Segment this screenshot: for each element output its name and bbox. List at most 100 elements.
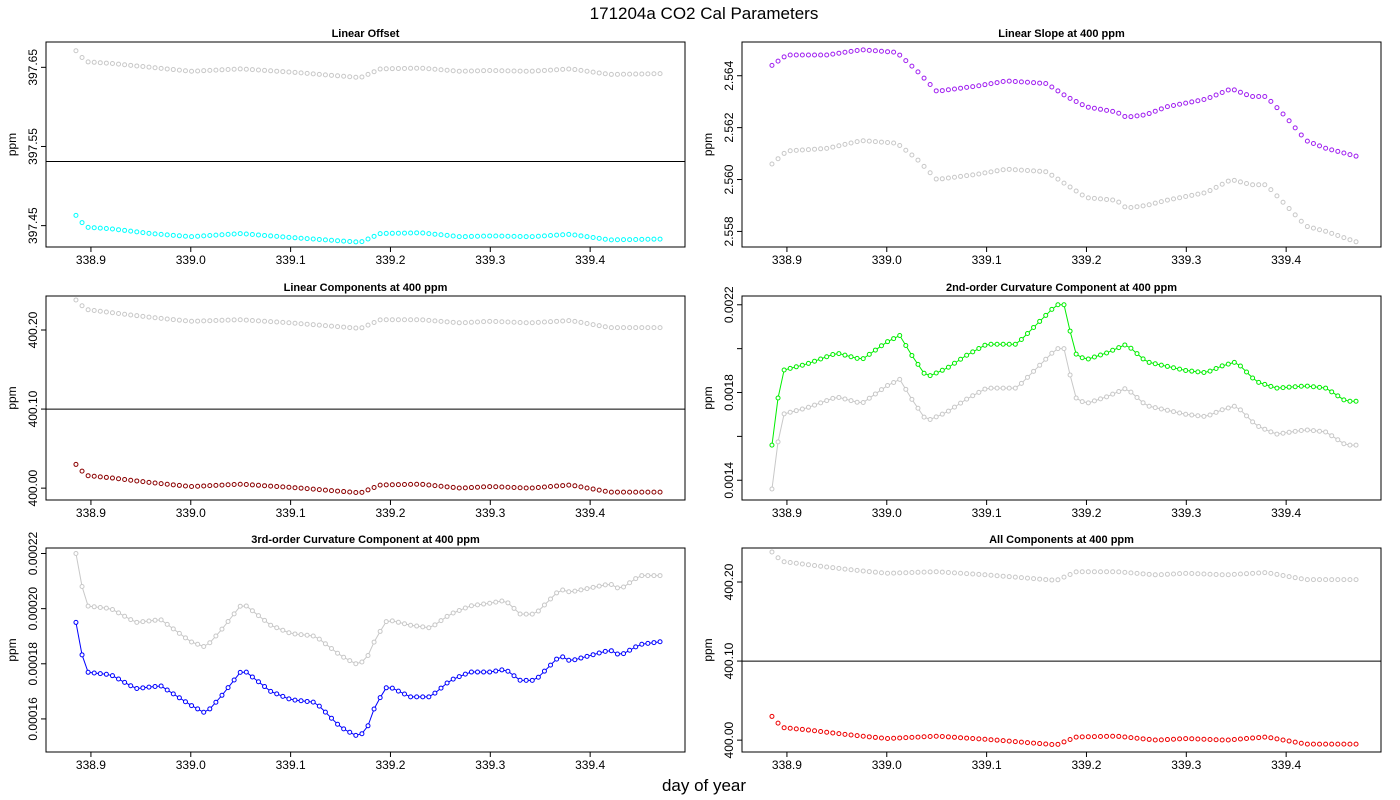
data-point	[481, 601, 487, 607]
data-point	[994, 385, 1000, 391]
data-point	[945, 569, 951, 575]
data-point	[347, 489, 353, 495]
data-point	[1091, 734, 1097, 740]
data-point	[426, 66, 432, 72]
data-point	[450, 610, 456, 616]
data-point	[371, 69, 377, 75]
data-point	[103, 671, 109, 677]
data-point	[541, 233, 547, 239]
data-point	[432, 483, 438, 489]
data-point	[775, 395, 781, 401]
data-point	[475, 233, 481, 239]
data-point	[73, 619, 79, 625]
data-point	[420, 694, 426, 700]
data-point	[554, 590, 560, 596]
data-point	[645, 573, 651, 579]
data-point	[964, 173, 970, 179]
data-point	[79, 652, 85, 658]
data-point	[292, 485, 298, 491]
data-point	[621, 71, 627, 77]
data-point	[535, 674, 541, 680]
data-point	[897, 735, 903, 741]
data-point	[426, 482, 432, 488]
data-point	[219, 692, 225, 698]
y-tick-label: 400.20	[26, 311, 40, 348]
data-point	[541, 668, 547, 674]
data-point	[402, 317, 407, 323]
data-point	[958, 570, 964, 576]
data-point	[621, 651, 627, 657]
data-point	[799, 52, 805, 58]
data-point	[1110, 197, 1116, 203]
data-point	[560, 483, 566, 489]
data-point	[213, 232, 219, 238]
data-point	[793, 560, 799, 566]
data-point	[1298, 576, 1304, 582]
data-point	[1122, 734, 1128, 740]
data-point	[933, 176, 939, 182]
data-point	[383, 230, 389, 236]
data-point	[584, 586, 590, 592]
data-point	[891, 379, 897, 385]
data-point	[541, 484, 547, 490]
data-point	[164, 232, 170, 238]
data-point	[310, 699, 316, 705]
data-point	[1055, 302, 1061, 308]
data-point	[872, 48, 878, 54]
data-point	[505, 668, 511, 674]
data-point	[982, 386, 988, 392]
data-point	[927, 569, 933, 575]
data-point	[639, 641, 645, 647]
data-point	[1073, 99, 1079, 105]
data-point	[1067, 184, 1073, 190]
data-point	[1298, 218, 1304, 224]
data-point	[243, 603, 249, 609]
data-point	[1061, 574, 1067, 580]
data-point	[249, 482, 255, 488]
data-point	[529, 611, 535, 617]
data-point	[475, 484, 481, 490]
data-point	[219, 67, 225, 73]
data-point	[621, 489, 627, 495]
data-point	[1177, 410, 1183, 416]
data-point	[134, 63, 140, 69]
data-point	[1061, 346, 1067, 352]
data-point	[335, 73, 341, 79]
data-point	[970, 571, 976, 577]
data-point	[523, 611, 529, 617]
data-point	[982, 82, 988, 88]
data-point	[1189, 368, 1195, 374]
data-point	[481, 68, 487, 74]
data-point	[182, 699, 188, 705]
data-point	[1237, 363, 1243, 369]
data-point	[781, 54, 787, 60]
data-point	[958, 400, 964, 406]
data-point	[1244, 92, 1250, 98]
y-axis: 397.45 397.55 397.65	[26, 49, 46, 244]
data-point	[1317, 428, 1323, 434]
data-point	[164, 481, 170, 487]
data-point	[909, 63, 915, 69]
data-point	[566, 231, 572, 237]
data-point	[164, 66, 170, 72]
data-point	[970, 349, 976, 355]
data-point	[310, 71, 316, 77]
data-point	[1183, 570, 1189, 576]
data-point	[860, 568, 866, 574]
data-point	[824, 729, 830, 735]
series	[769, 302, 1359, 448]
y-tick-label: 0.00018	[26, 642, 40, 686]
data-point	[1104, 350, 1110, 356]
data-point	[189, 318, 195, 324]
chart-panel-linear-offset: Linear Offset ppm 338.9 339.0 339.1 339.2 339.…	[5, 28, 686, 267]
data-point	[1049, 742, 1055, 748]
data-point	[1104, 107, 1110, 113]
data-point	[170, 626, 176, 632]
data-point	[1055, 346, 1061, 352]
data-point	[566, 482, 572, 488]
data-point	[1037, 168, 1043, 174]
y-axis: 0.0014 0.0018 0.0022	[722, 286, 742, 499]
data-point	[970, 172, 976, 178]
data-point	[657, 573, 663, 579]
data-point	[645, 640, 651, 646]
